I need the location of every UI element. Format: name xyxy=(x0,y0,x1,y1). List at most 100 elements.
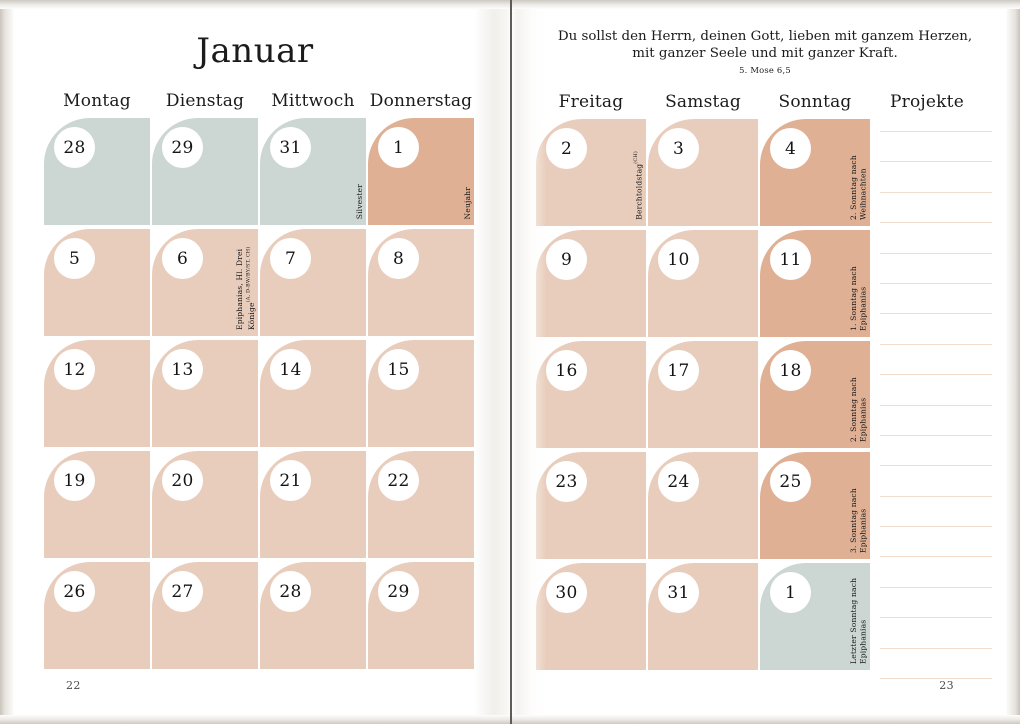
left-page-number: 22 xyxy=(66,679,81,692)
holiday-label: Epiphanias, Hl. Drei Könige(A, D-BW/BY/S… xyxy=(234,246,256,330)
weekday-header-freitag: Freitag xyxy=(558,92,624,112)
verse-reference: 5. Mose 6,5 xyxy=(739,65,791,75)
day-cell[interactable]: 2 Berchtoldstag(CH) xyxy=(536,119,646,226)
day-cell[interactable]: 12 xyxy=(44,340,150,447)
day-cell[interactable]: 28 xyxy=(44,118,150,225)
day-cell[interactable]: 23 xyxy=(536,452,646,559)
projekte-rule-line xyxy=(880,617,992,619)
day-cell[interactable]: 8 xyxy=(368,229,474,336)
day-cell[interactable]: 17 xyxy=(648,341,758,448)
holiday-label: Silvester xyxy=(354,183,364,219)
projekte-rule-line xyxy=(880,404,992,406)
projekte-rule-line xyxy=(880,374,992,376)
day-cell[interactable]: 5 xyxy=(44,229,150,336)
day-cell[interactable]: 30 xyxy=(536,563,646,670)
day-column-donnerstag: 1 Neujahr 8 15 22 29 xyxy=(368,118,474,673)
day-number: 21 xyxy=(270,460,311,501)
day-number: 27 xyxy=(162,571,203,612)
day-column-samstag: 3 10 17 24 31 xyxy=(648,119,758,708)
day-cell[interactable]: 4 2. Sonntag nach Weihnachten xyxy=(760,119,870,226)
day-cell[interactable]: 10 xyxy=(648,230,758,337)
day-number: 7 xyxy=(270,238,311,279)
day-cell[interactable]: 3 xyxy=(648,119,758,226)
day-number: 22 xyxy=(378,460,419,501)
day-cell[interactable]: 24 xyxy=(648,452,758,559)
right-day-grid: 2 Berchtoldstag(CH) 9 16 23 30 3 10 17 24 31 4 2. So… xyxy=(510,119,1020,708)
projekte-rule-line xyxy=(880,465,992,467)
day-cell[interactable]: 11 1. Sonntag nach Epiphanias xyxy=(760,230,870,337)
day-number: 30 xyxy=(546,572,587,613)
day-cell[interactable]: 31 Silvester xyxy=(260,118,366,225)
day-number: 31 xyxy=(658,572,699,613)
day-cell[interactable]: 9 xyxy=(536,230,646,337)
day-column-dienstag: 29 6 Epiphanias, Hl. Drei Könige(A, D-BW/B… xyxy=(152,118,258,673)
day-cell[interactable]: 29 xyxy=(368,562,474,669)
day-cell[interactable]: 6 Epiphanias, Hl. Drei Könige(A, D-BW/BY/… xyxy=(152,229,258,336)
projekte-rule-line xyxy=(880,678,992,680)
projekte-rule-line xyxy=(880,282,992,284)
day-column-freitag: 2 Berchtoldstag(CH) 9 16 23 30 xyxy=(536,119,646,708)
day-number: 15 xyxy=(378,349,419,390)
day-column-sonntag: 4 2. Sonntag nach Weihnachten 11 1. Sonntag… xyxy=(760,119,870,708)
day-number: 2 xyxy=(546,128,587,169)
holiday-label: 2. Sonntag nach Weihnachten xyxy=(849,155,868,220)
day-number: 18 xyxy=(770,350,811,391)
day-number: 28 xyxy=(270,571,311,612)
day-number: 29 xyxy=(162,127,203,168)
day-cell[interactable]: 28 xyxy=(260,562,366,669)
day-cell[interactable]: 13 xyxy=(152,340,258,447)
day-cell[interactable]: 16 xyxy=(536,341,646,448)
day-cell[interactable]: 1 Neujahr xyxy=(368,118,474,225)
day-number: 29 xyxy=(378,571,419,612)
right-page-number: 23 xyxy=(939,679,954,692)
right-page: Du sollst den Herrn, deinen Gott, lieben… xyxy=(510,0,1020,724)
verse-line-2: mit ganzer Seele und mit ganzer Kraft. xyxy=(632,46,898,61)
day-number: 24 xyxy=(658,461,699,502)
day-number: 5 xyxy=(54,238,95,279)
day-cell[interactable]: 21 xyxy=(260,451,366,558)
day-number: 11 xyxy=(770,239,811,280)
day-cell[interactable]: 20 xyxy=(152,451,258,558)
day-cell[interactable]: 14 xyxy=(260,340,366,447)
projekte-notes-area[interactable] xyxy=(880,119,992,708)
day-column-mittwoch: 31 Silvester 7 14 21 28 xyxy=(260,118,366,673)
day-cell[interactable]: 15 xyxy=(368,340,474,447)
projekte-rule-line xyxy=(880,252,992,254)
day-number: 16 xyxy=(546,350,587,391)
day-cell[interactable]: 1 Letzter Sonntag nach Epiphanias xyxy=(760,563,870,670)
day-cell[interactable]: 7 xyxy=(260,229,366,336)
projekte-rule-line xyxy=(880,586,992,588)
weekday-header-mittwoch: Mittwoch xyxy=(271,91,355,111)
day-number: 10 xyxy=(658,239,699,280)
holiday-label: Letzter Sonntag nach Epiphanias xyxy=(849,577,868,664)
day-cell[interactable]: 25 3. Sonntag nach Epiphanias xyxy=(760,452,870,559)
weekday-header-sonntag: Sonntag xyxy=(778,92,852,112)
day-cell[interactable]: 27 xyxy=(152,562,258,669)
day-cell[interactable]: 29 xyxy=(152,118,258,225)
day-number: 6 xyxy=(162,238,203,279)
weekday-header-donnerstag: Donnerstag xyxy=(369,91,473,111)
projekte-rule-line xyxy=(880,495,992,497)
day-number: 9 xyxy=(546,239,587,280)
month-title: Januar xyxy=(196,31,314,71)
projekte-rule-line xyxy=(880,131,992,132)
projekte-rule-line xyxy=(880,343,992,345)
day-number: 1 xyxy=(770,572,811,613)
day-cell[interactable]: 26 xyxy=(44,562,150,669)
weekday-header-montag: Montag xyxy=(63,91,131,111)
day-number: 8 xyxy=(378,238,419,279)
day-cell[interactable]: 19 xyxy=(44,451,150,558)
holiday-label: 2. Sonntag nach Epiphanias xyxy=(849,377,868,442)
day-cell[interactable]: 18 2. Sonntag nach Epiphanias xyxy=(760,341,870,448)
day-number: 31 xyxy=(270,127,311,168)
holiday-label: Neujahr xyxy=(462,186,472,219)
projekte-rule-line xyxy=(880,161,992,163)
day-number: 13 xyxy=(162,349,203,390)
projekte-rule-line xyxy=(880,313,992,315)
day-number: 14 xyxy=(270,349,311,390)
day-cell[interactable]: 22 xyxy=(368,451,474,558)
day-number: 1 xyxy=(378,127,419,168)
projekte-rule-line xyxy=(880,526,992,528)
day-number: 28 xyxy=(54,127,95,168)
day-cell[interactable]: 31 xyxy=(648,563,758,670)
